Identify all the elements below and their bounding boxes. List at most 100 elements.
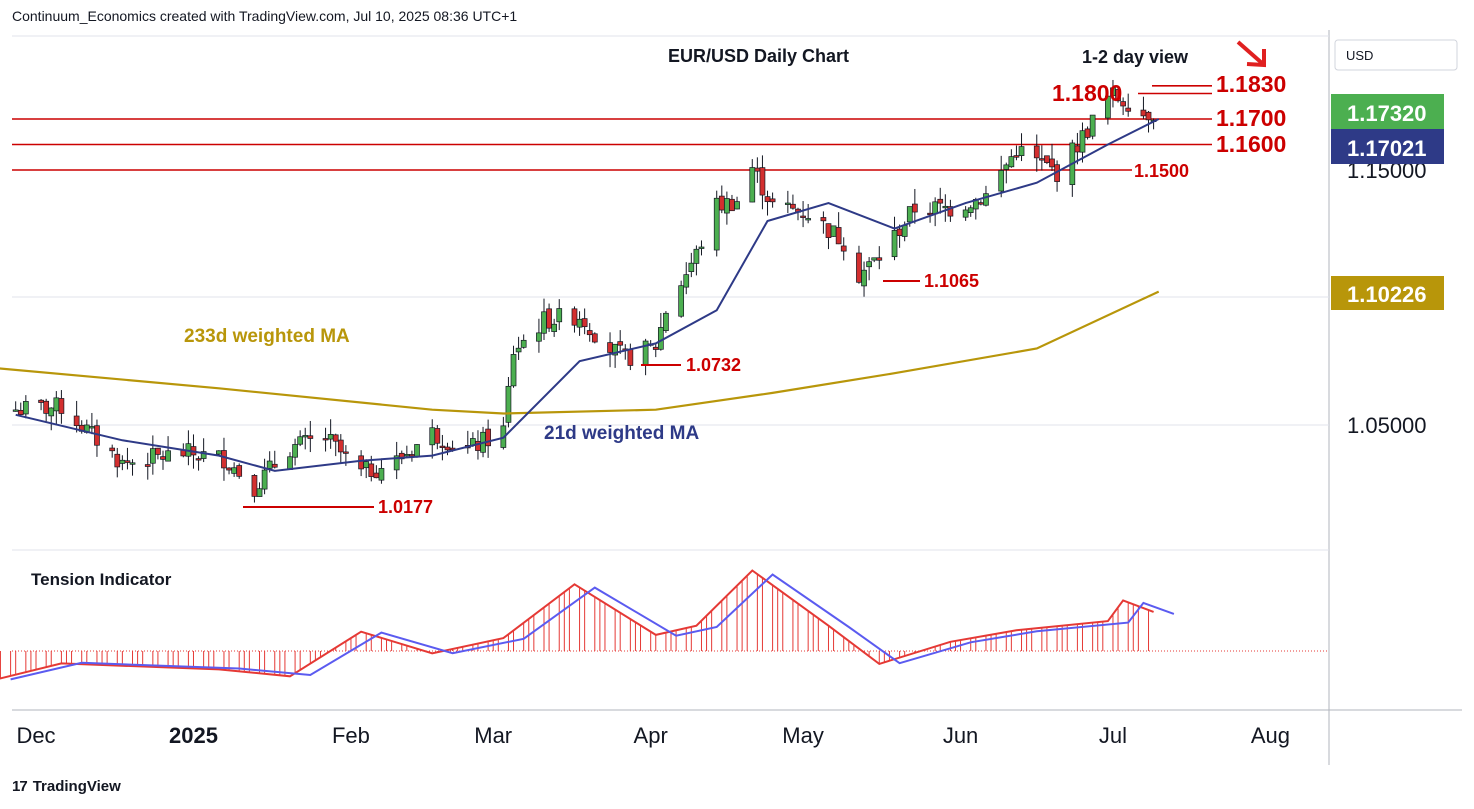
footer-brand: 17 TradingView [12,778,121,795]
candle-body [149,448,156,464]
candle-body [53,397,60,412]
candle-body [551,323,558,332]
candle-body [1084,128,1091,138]
candle-body [825,223,832,239]
tradingview-logo-icon: 17 [12,778,28,795]
resistance-levels [12,85,1212,171]
candle-body [414,444,420,458]
arrow-down-right-icon [1236,40,1266,68]
candle-body [942,205,949,209]
candle-body [160,456,166,460]
candle-body [657,327,664,350]
x-tick-mar: Mar [474,723,512,748]
candle-body [932,201,939,215]
level-label-1500: 1.1500 [1134,161,1189,181]
candle-body [439,445,446,448]
candle-body [195,458,202,461]
candle-body [911,203,918,213]
price-badge-last: 1.17320 [1331,94,1444,129]
candle-body [429,427,436,446]
candle-body [1145,111,1152,121]
low-marker-0177: 1.0177 [243,497,433,517]
candle-body [1125,107,1132,112]
currency-button[interactable] [1334,39,1458,71]
x-tick-jul: Jul [1099,723,1127,748]
footer-brand-label: TradingView [32,778,121,795]
candle-body [1033,145,1040,159]
candle-body [1013,155,1020,158]
candle-body [1120,101,1126,107]
candle-body [683,274,690,288]
candle-body [393,455,400,471]
x-tick-2025: 2025 [169,723,218,748]
candle-body [617,341,624,346]
candle-body [368,463,375,477]
candle-body [749,167,756,203]
candle-body [1089,114,1096,137]
candle-body [724,198,730,214]
candle-body [790,203,796,209]
candle-body [109,447,116,452]
candle-body [759,167,766,196]
candle-body [373,472,380,479]
view-label: 1-2 day view [1082,47,1189,67]
candle-body [805,218,812,221]
candle-body [896,228,903,236]
candle-body [302,435,309,438]
candle-body [612,343,618,356]
candle-body [327,434,334,440]
candle-body [48,407,55,417]
candle-body [378,468,385,481]
candle-body [906,206,913,223]
candle-body [297,436,304,445]
candle-body [271,463,278,468]
candle-body [266,460,273,469]
candle-body [322,438,329,441]
candle-body [363,461,370,469]
candle-body [1003,164,1010,170]
low-label-1065: 1.1065 [924,271,979,291]
candle-body [1049,158,1055,168]
candle-body [337,439,344,453]
candle-body [1115,89,1121,102]
candle-body [688,262,695,272]
level-label-1830: 1.1830 [1216,71,1286,97]
candle-body [627,348,634,366]
candle-body [221,450,227,469]
candle-body [729,198,735,212]
candle-body [698,246,705,249]
candle-body [226,467,232,471]
candle-body [856,252,862,283]
candle-body [866,261,872,268]
candle-body [114,453,121,468]
candle-body [581,318,588,328]
candle-body [891,230,898,258]
low-marker-0732: 1.0732 [641,355,741,375]
candle-body [571,308,578,326]
candle-body [764,196,771,203]
candle-body [840,245,847,252]
low-label-0177: 1.0177 [378,497,433,517]
candle-body [754,167,761,172]
ma21-label: 21d weighted MA [544,423,699,444]
candle-body [962,209,969,218]
candle-body [871,257,878,261]
candle-body [591,333,598,343]
candle-body [124,460,131,463]
candle-body [505,385,512,423]
candle-body [1074,145,1081,153]
candle-body [876,257,883,261]
candlesticks [12,79,1157,503]
tension-histogram [0,574,1150,679]
candle-body [586,330,593,336]
candle-body [73,415,80,426]
candle-body [678,285,685,317]
candle-body [434,428,441,444]
candle-body [58,398,65,414]
candle-body [967,207,974,213]
candle-body [485,428,491,447]
candle-body [287,456,293,470]
candle-body [556,308,563,323]
candle-body [835,227,842,245]
